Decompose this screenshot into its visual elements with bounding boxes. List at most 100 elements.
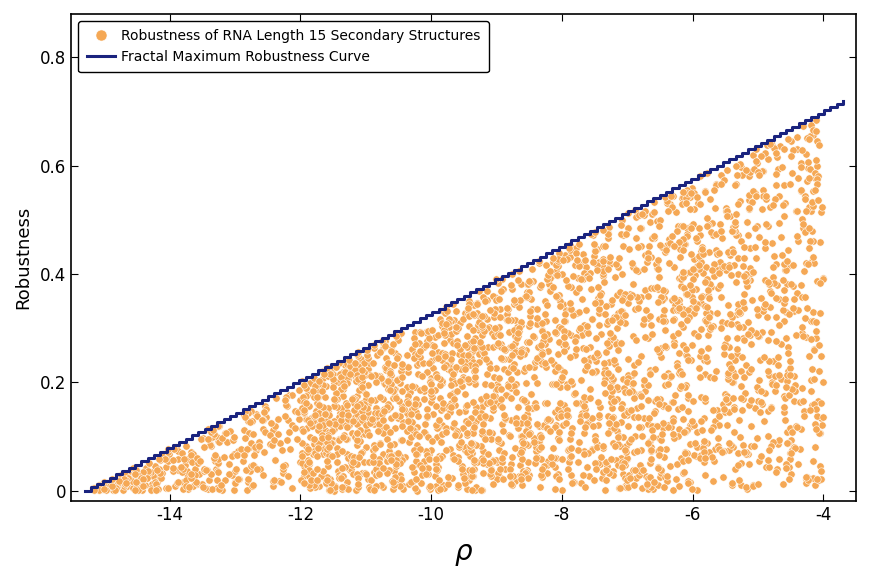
- Point: [572, 437, 586, 447]
- Point: [783, 356, 797, 365]
- Point: [755, 191, 769, 201]
- Point: [742, 275, 756, 284]
- Point: [594, 473, 607, 483]
- Point: [395, 401, 408, 411]
- Point: [786, 260, 799, 270]
- Point: [465, 438, 479, 448]
- Point: [593, 452, 607, 462]
- Point: [714, 446, 728, 455]
- Point: [395, 422, 408, 431]
- Point: [578, 423, 592, 432]
- Point: [322, 369, 336, 379]
- Point: [650, 396, 664, 405]
- Point: [439, 307, 453, 316]
- Point: [640, 249, 653, 258]
- Point: [667, 314, 680, 324]
- Point: [239, 465, 253, 474]
- Point: [307, 439, 321, 448]
- Point: [677, 448, 691, 458]
- Point: [671, 303, 685, 313]
- Point: [617, 290, 631, 299]
- Point: [570, 445, 584, 454]
- Point: [201, 424, 215, 433]
- Point: [499, 311, 513, 321]
- Point: [149, 485, 163, 494]
- Point: [795, 223, 809, 233]
- Point: [279, 392, 293, 401]
- Point: [481, 322, 495, 332]
- Point: [401, 392, 415, 401]
- Point: [416, 386, 430, 396]
- Point: [609, 382, 623, 392]
- Point: [752, 171, 766, 180]
- Point: [417, 427, 431, 436]
- Point: [336, 483, 350, 492]
- Point: [299, 441, 313, 451]
- Point: [779, 427, 793, 437]
- Point: [362, 484, 376, 494]
- Point: [461, 377, 475, 386]
- Point: [533, 282, 547, 292]
- Point: [401, 363, 415, 372]
- Point: [382, 366, 396, 375]
- Point: [647, 231, 660, 241]
- Point: [689, 192, 703, 201]
- Point: [578, 405, 592, 414]
- Point: [438, 360, 452, 369]
- Point: [800, 259, 814, 269]
- Point: [740, 281, 753, 291]
- Point: [760, 335, 774, 345]
- Point: [383, 414, 397, 423]
- Point: [359, 397, 373, 406]
- Point: [688, 452, 702, 461]
- Point: [468, 416, 482, 426]
- Point: [255, 415, 269, 424]
- Point: [717, 407, 731, 416]
- Point: [381, 451, 395, 460]
- Point: [696, 413, 710, 422]
- Point: [679, 269, 693, 278]
- Point: [815, 273, 829, 282]
- Point: [192, 469, 206, 478]
- Point: [536, 331, 550, 340]
- Point: [369, 412, 383, 421]
- Point: [568, 287, 582, 296]
- Point: [540, 329, 554, 339]
- Point: [471, 343, 485, 352]
- Point: [371, 455, 385, 464]
- Point: [810, 137, 824, 146]
- Point: [613, 220, 627, 230]
- Point: [617, 409, 631, 419]
- Point: [352, 399, 366, 408]
- Point: [516, 432, 530, 441]
- Point: [378, 362, 392, 372]
- Point: [471, 322, 485, 331]
- Point: [465, 336, 479, 346]
- Point: [498, 415, 512, 424]
- Point: [779, 371, 793, 380]
- Point: [501, 381, 514, 390]
- Point: [538, 339, 552, 349]
- Point: [702, 195, 716, 204]
- Point: [730, 270, 744, 279]
- Point: [592, 305, 606, 314]
- Point: [590, 458, 604, 467]
- Point: [361, 354, 375, 363]
- Point: [189, 480, 203, 489]
- Point: [697, 393, 711, 403]
- Point: [750, 479, 764, 488]
- Point: [197, 465, 211, 474]
- Point: [258, 427, 272, 436]
- Point: [236, 456, 250, 466]
- Point: [595, 269, 609, 278]
- Point: [551, 261, 565, 270]
- Point: [485, 392, 499, 401]
- Point: [753, 293, 767, 303]
- Point: [665, 316, 679, 325]
- Point: [660, 198, 673, 208]
- Point: [659, 471, 673, 480]
- Point: [666, 337, 680, 346]
- Point: [493, 401, 507, 410]
- Point: [394, 328, 408, 338]
- Point: [777, 198, 791, 207]
